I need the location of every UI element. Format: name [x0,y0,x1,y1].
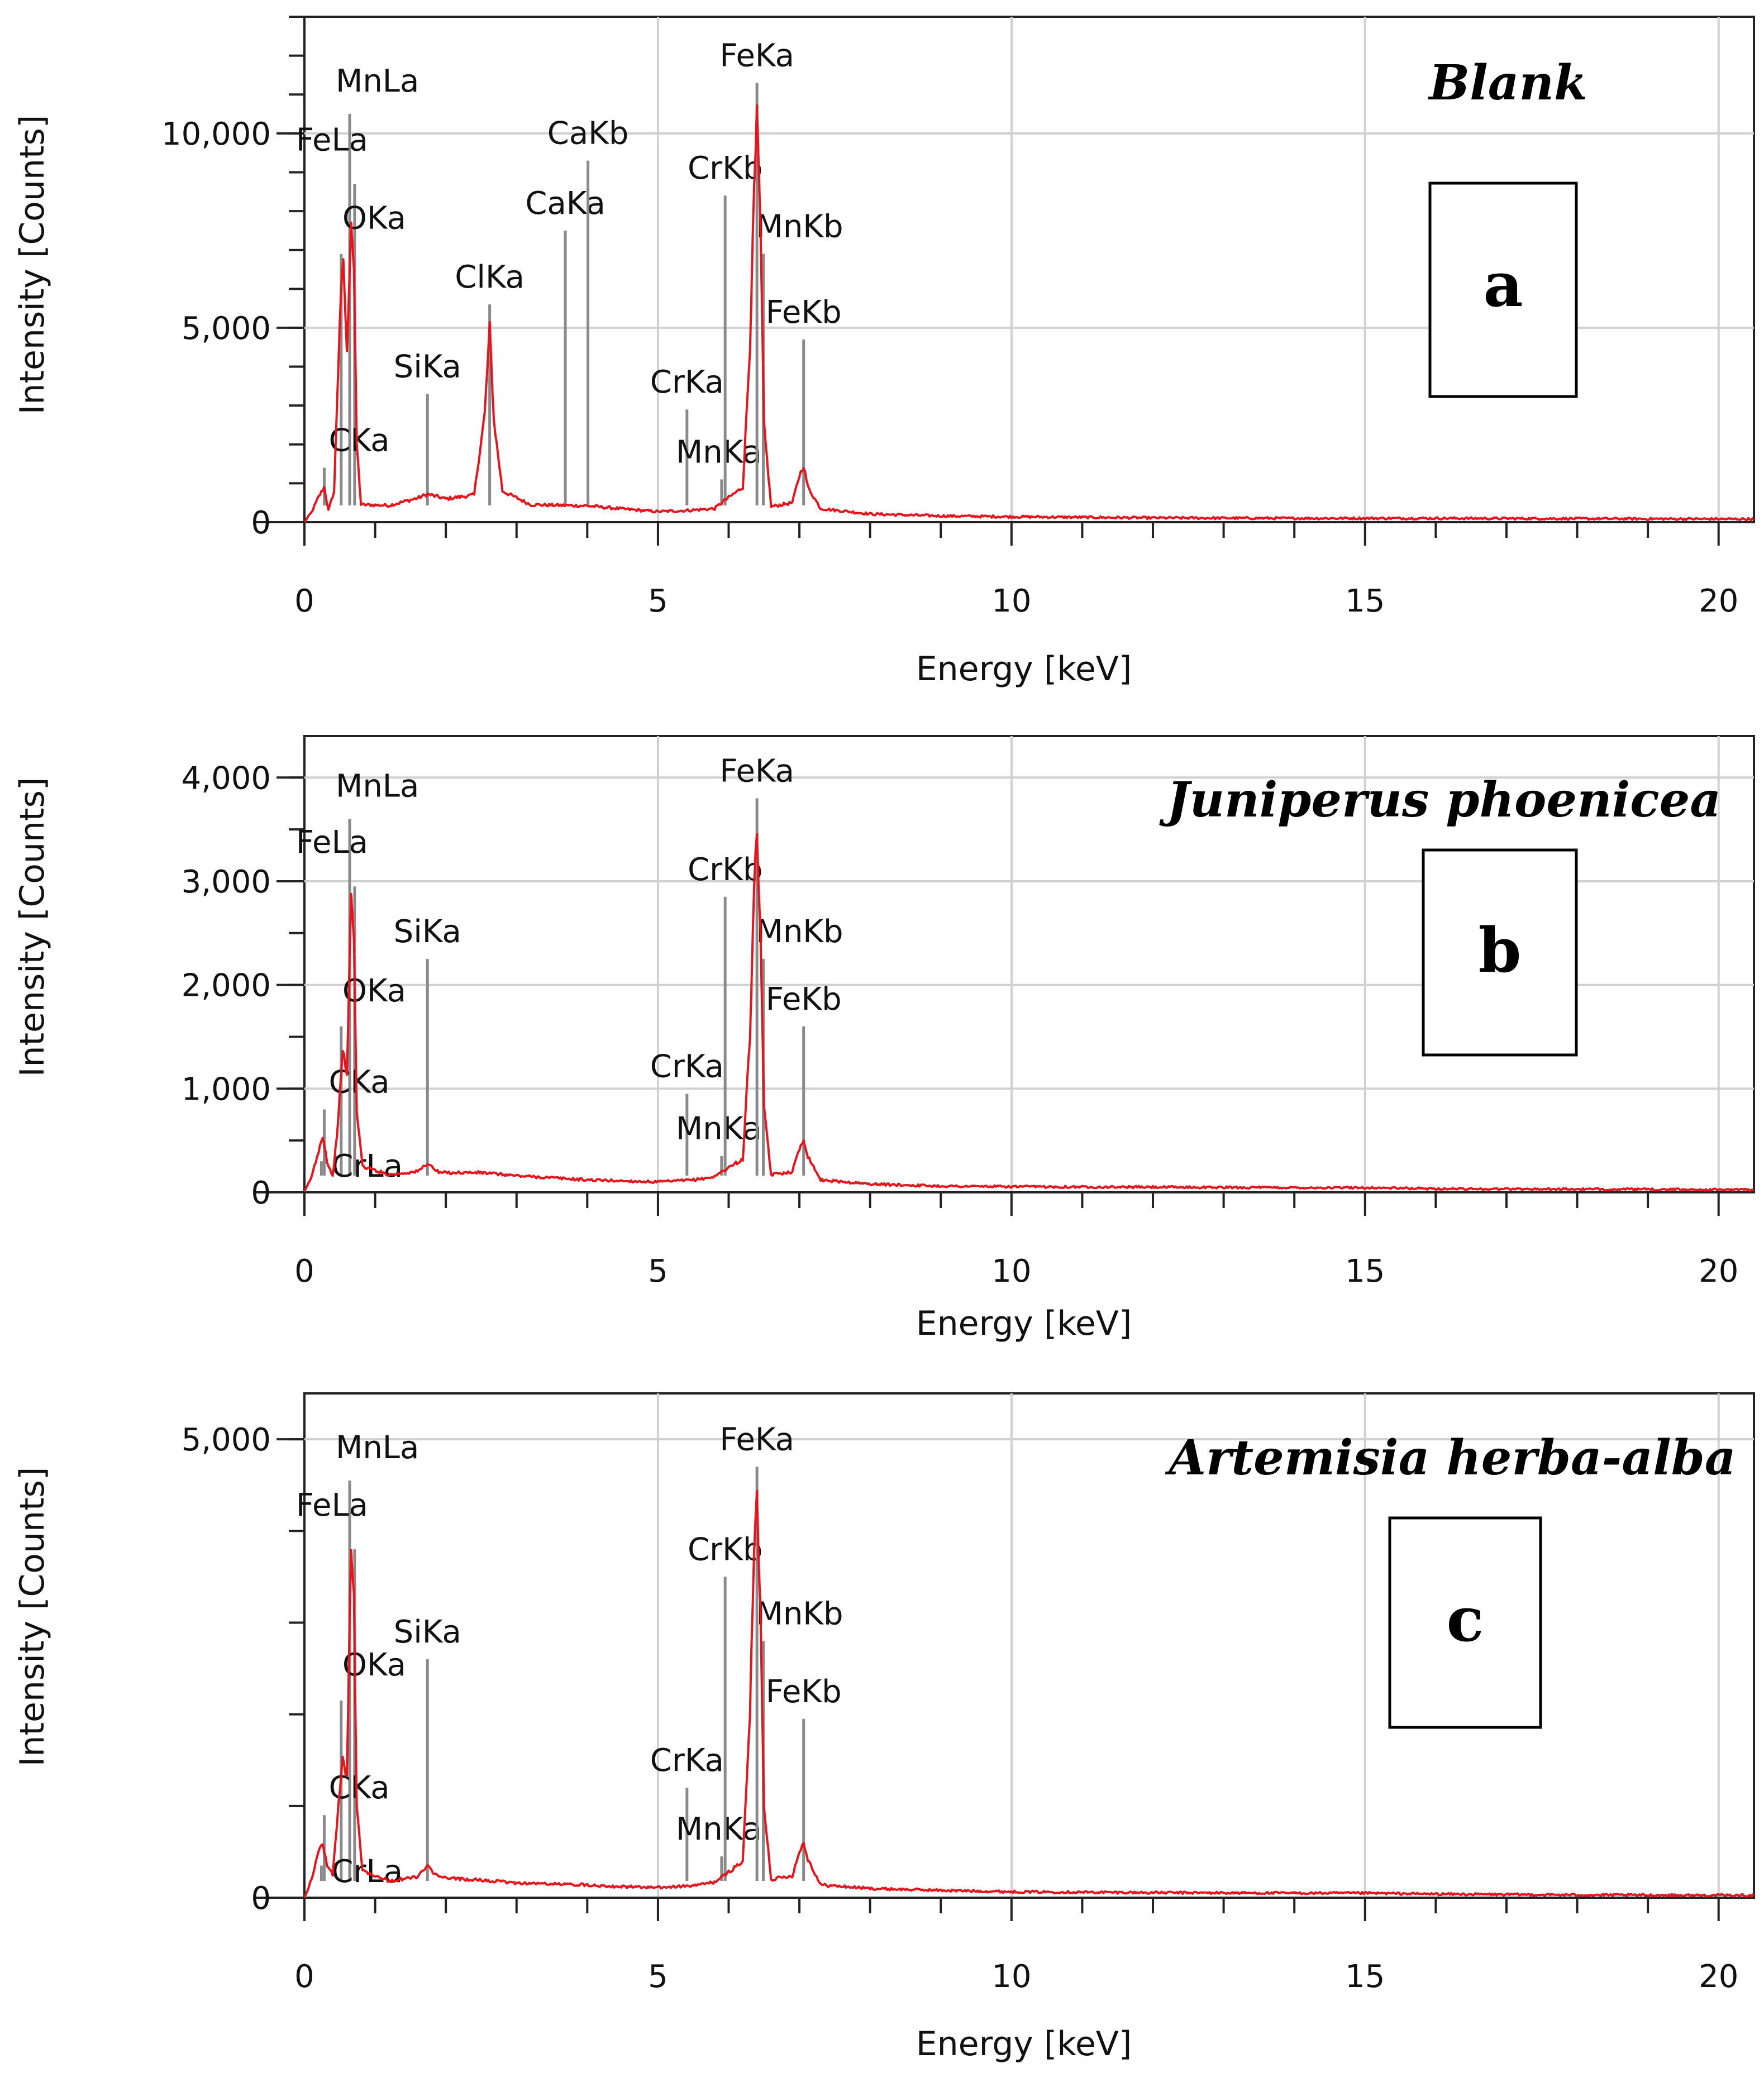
y-tick-label: 3,000 [182,864,271,900]
x-axis-title: Energy [keV] [916,650,1132,689]
peak-label: CrKa [650,1049,724,1085]
peak-label: MnKb [756,1596,843,1632]
peak-label: OKa [342,1647,406,1683]
peak-label: CKa [328,423,389,459]
y-axis-title: Intensity [Counts] [13,777,52,1077]
panel-letter: a [1483,249,1523,321]
panel-letter-box [1422,848,1578,1057]
peak-label: SiKa [394,1614,461,1650]
peak-label: MnLa [336,1430,419,1466]
x-tick-label: 0 [294,1959,314,1995]
x-tick-label: 20 [1699,583,1738,619]
x-tick-label: 20 [1699,1959,1738,1995]
sample-title: Blank [1427,55,1587,111]
peak-label: SiKa [394,914,461,950]
x-tick-label: 10 [991,583,1031,619]
panel-b: 0 5 10 15 20 0 1,000 2,000 3,000 4,000 MnLa FeLa OKa… [13,735,1755,1343]
peak-label: MnKb [756,209,843,245]
peak-label: CrKb [688,852,762,888]
y-tick-label: 5,000 [182,1422,271,1458]
peak-label: MnLa [336,63,419,99]
panel-letter: b [1479,914,1522,986]
peak-label: FeKa [719,1421,794,1458]
peak-label: CrLa [331,1148,403,1185]
peak-label: CrKa [650,364,724,400]
peak-label: MnKa [676,434,762,470]
x-tick-label: 20 [1699,1253,1738,1290]
x-tick-label: 5 [648,583,668,619]
peak-label: SiKa [394,348,461,385]
x-axis-title: Energy [keV] [916,1304,1132,1343]
peak-label: ClKa [455,259,525,295]
sample-title: Artemisia herba-alba [1165,1430,1736,1486]
peak-label: FeLa [296,824,368,861]
peak-label: CrKb [688,150,762,187]
x-tick-label: 15 [1345,1959,1385,1995]
peak-label: FeKa [719,753,794,789]
y-tick-label: 0 [251,1175,271,1211]
y-tick-label: 0 [251,505,271,541]
peak-label: CaKb [547,116,629,152]
peak-label: MnKb [756,914,843,950]
x-tick-label: 10 [991,1253,1031,1290]
spectrum-line [303,1489,1755,1898]
y-tick-label: 5,000 [182,311,271,347]
y-tick-label: 10,000 [161,116,271,152]
peak-label: OKa [342,200,406,237]
peak-label: FeKb [766,981,842,1018]
panel-letter-box [1388,1516,1542,1729]
sample-title: Juniperus phoenicea [1159,772,1721,828]
peak-label: MnLa [336,768,419,805]
panel-letter-box [1428,182,1578,398]
x-axis-title: Energy [keV] [916,2024,1132,2064]
peak-label: CrKb [688,1531,762,1568]
y-axis-title: Intensity [Counts] [13,115,52,414]
panel-letter: c [1447,1583,1484,1655]
peak-label: CaKa [525,185,605,222]
x-tick-label: 5 [648,1253,668,1290]
x-tick-label: 15 [1345,583,1385,619]
y-tick-label: 0 [251,1880,271,1917]
peak-label: FeKb [766,294,842,331]
peak-label: MnKa [676,1111,762,1147]
x-tick-label: 0 [294,1253,314,1290]
peak-label: FeLa [296,1487,368,1524]
y-tick-label: 4,000 [182,760,271,796]
x-tick-label: 5 [648,1959,668,1995]
y-tick-label: 1,000 [182,1071,271,1107]
peak-label: FeLa [296,122,368,158]
peak-label: FeKb [766,1674,842,1710]
peak-label: CrKa [650,1742,724,1779]
spectrum-line [303,833,1755,1192]
x-tick-label: 0 [294,583,314,619]
panel-a: 0 5 10 15 20 0 5,000 10,000 MnLa FeLa OKa CKa SiKa Cl… [13,16,1755,689]
peak-label: FeKa [719,37,794,74]
x-tick-label: 15 [1345,1253,1385,1290]
spectrum-line [303,104,1755,523]
peak-label: CKa [328,1064,389,1100]
y-tick-label: 2,000 [182,968,271,1004]
x-tick-label: 10 [991,1959,1031,1995]
peak-label: OKa [342,973,406,1009]
y-axis-title: Intensity [Counts] [13,1467,52,1766]
peak-label: MnKa [676,1811,762,1847]
